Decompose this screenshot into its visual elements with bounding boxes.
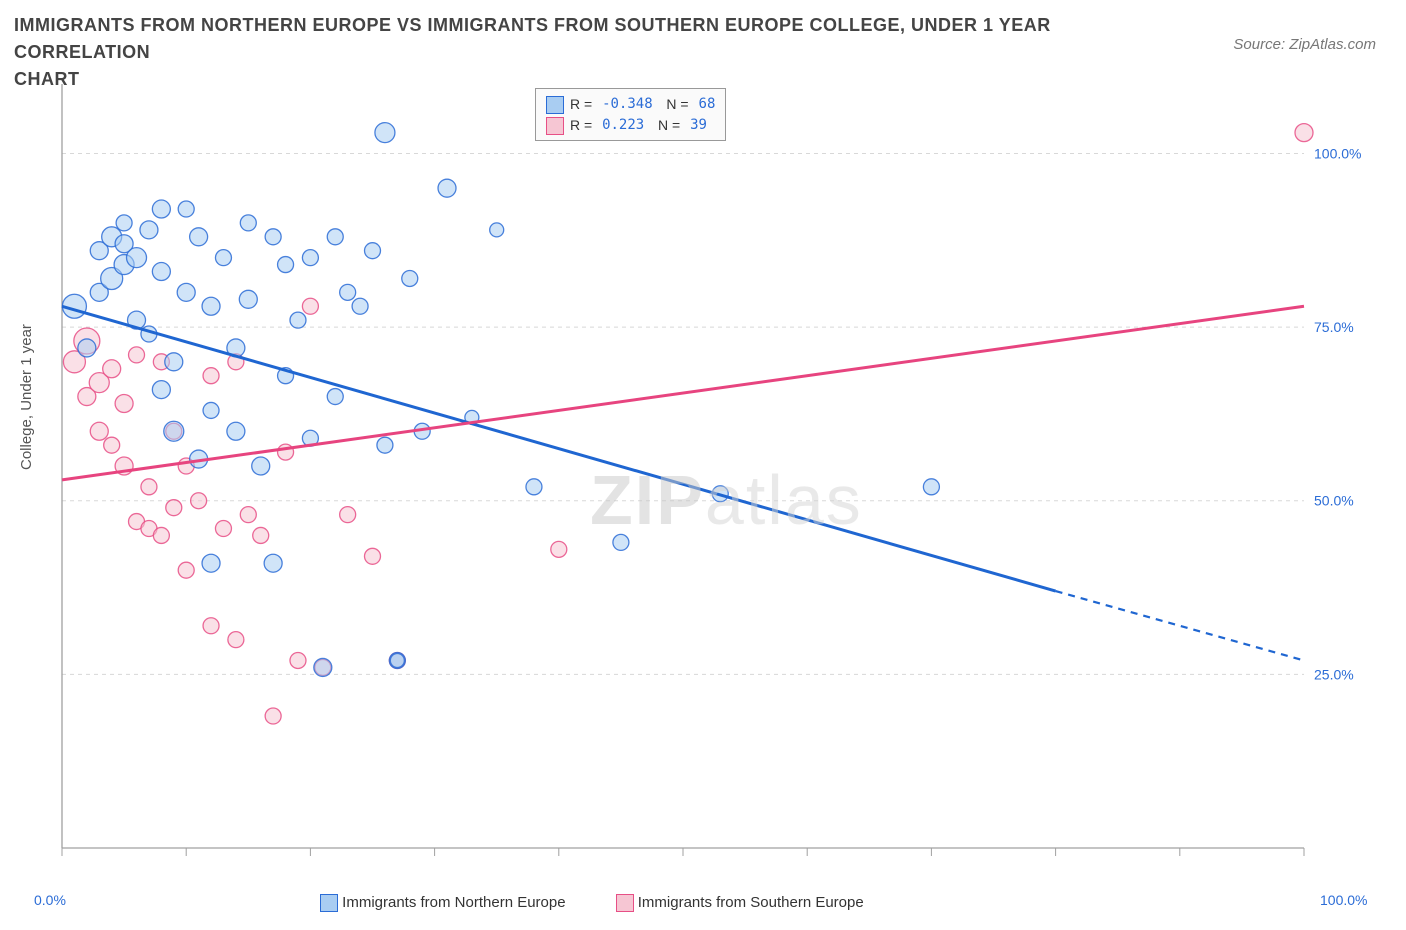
swatch-pink — [616, 894, 634, 912]
scatter-chart: 25.0% 50.0% 75.0% 100.0% — [52, 78, 1374, 868]
svg-text:100.0%: 100.0% — [1314, 145, 1361, 161]
legend-item-northern: Immigrants from Northern Europe — [320, 894, 566, 912]
chart-svg: 25.0% 50.0% 75.0% 100.0% — [52, 78, 1374, 868]
series-legend: Immigrants from Northern Europe Immigran… — [320, 894, 864, 912]
swatch-blue — [546, 96, 564, 114]
svg-text:50.0%: 50.0% — [1314, 493, 1354, 509]
swatch-blue — [320, 894, 338, 912]
corr-row-pink: R = 0.223 N = 39 — [546, 115, 715, 136]
x-axis-max: 100.0% — [1320, 892, 1367, 908]
x-axis-min: 0.0% — [34, 892, 66, 908]
svg-text:75.0%: 75.0% — [1314, 319, 1354, 335]
source-attribution: Source: ZipAtlas.com — [1233, 36, 1376, 53]
source-link[interactable]: ZipAtlas.com — [1289, 36, 1376, 53]
y-axis-label: College, Under 1 year — [18, 324, 35, 470]
legend-item-southern: Immigrants from Southern Europe — [616, 894, 864, 912]
swatch-pink — [546, 117, 564, 135]
correlation-legend: R = -0.348 N = 68 R = 0.223 N = 39 — [535, 88, 726, 141]
svg-text:25.0%: 25.0% — [1314, 666, 1354, 682]
corr-row-blue: R = -0.348 N = 68 — [546, 94, 715, 115]
